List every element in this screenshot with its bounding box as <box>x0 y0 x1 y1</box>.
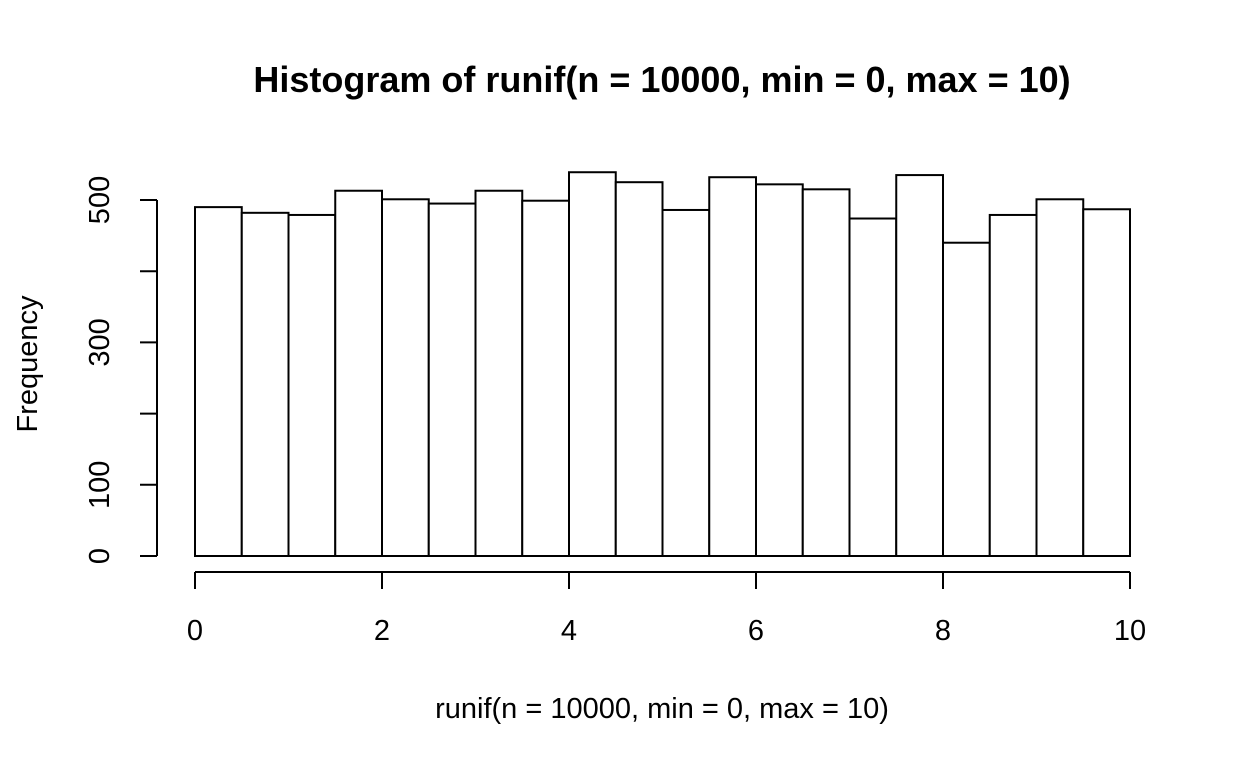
histogram-bar <box>474 189 524 558</box>
x-tick-label: 2 <box>374 615 390 647</box>
histogram-bar <box>194 206 243 557</box>
x-tick-label: 6 <box>748 615 764 647</box>
x-tick-label: 0 <box>187 615 203 647</box>
histogram-bar <box>287 213 337 557</box>
x-axis: 0 2 4 6 8 10 <box>187 571 1146 647</box>
x-tick-label: 10 <box>1114 615 1146 647</box>
histogram-bar <box>755 183 804 557</box>
histogram-bar <box>381 198 430 557</box>
x-axis-label: runif(n = 10000, min = 0, max = 10) <box>435 693 889 725</box>
histogram-bar <box>801 188 851 557</box>
histogram-bar <box>521 199 570 557</box>
histogram-bars <box>194 171 1131 558</box>
histogram-bar <box>614 181 664 557</box>
histogram-bar <box>708 176 757 557</box>
histogram-bar <box>661 208 711 558</box>
histogram-bar <box>334 189 383 558</box>
y-axis: 0 100 300 500 <box>84 176 158 564</box>
histogram-bar <box>988 213 1038 557</box>
histogram-bar <box>848 217 898 557</box>
histogram-bar <box>1035 198 1085 557</box>
histogram-bar <box>895 174 944 558</box>
histogram-bar <box>1082 208 1131 557</box>
histogram-bar <box>427 202 477 557</box>
y-tick-label: 0 <box>84 548 116 564</box>
y-tick-label: 500 <box>84 176 116 224</box>
y-tick-label: 300 <box>84 318 116 366</box>
x-tick-label: 4 <box>561 615 577 647</box>
chart-title: Histogram of runif(n = 10000, min = 0, m… <box>253 59 1070 100</box>
histogram-bar <box>568 171 617 557</box>
histogram-bar <box>942 241 991 557</box>
y-axis-label: Frequency <box>12 295 44 433</box>
histogram-bar <box>240 211 290 557</box>
x-tick-label: 8 <box>935 615 951 647</box>
y-tick-label: 100 <box>84 461 116 509</box>
